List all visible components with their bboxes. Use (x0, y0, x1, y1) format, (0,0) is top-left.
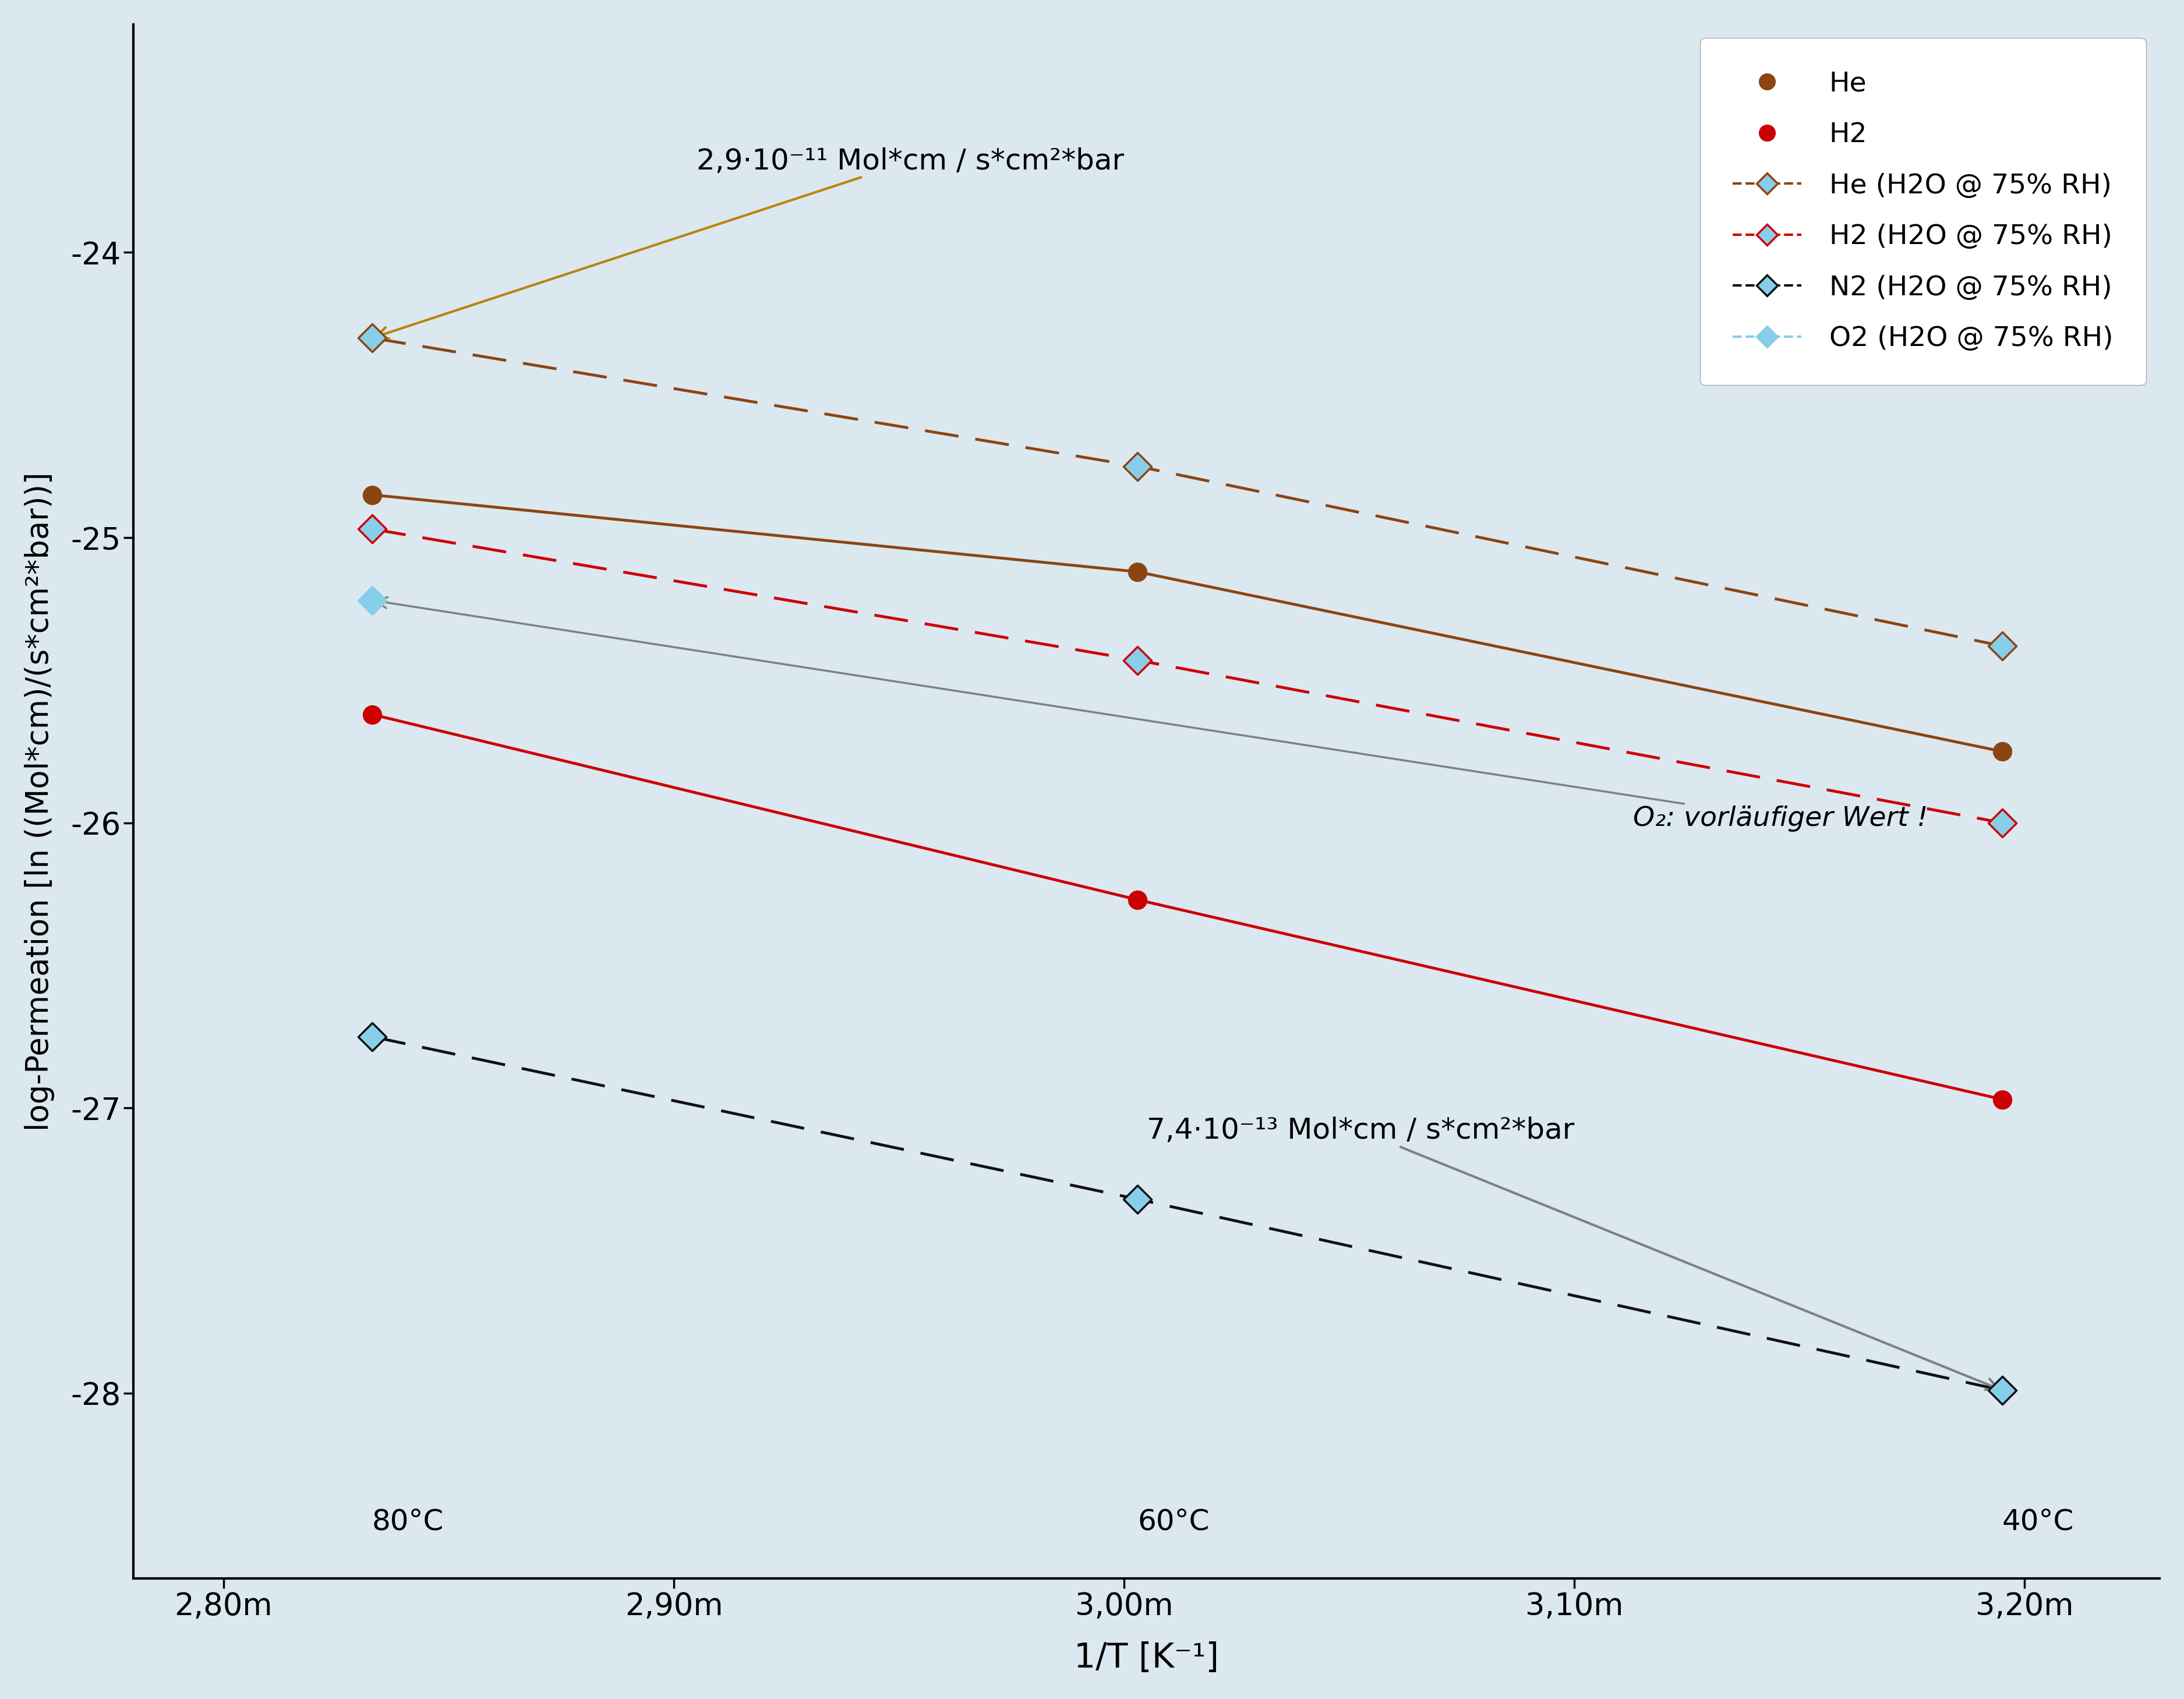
Text: 40°C: 40°C (2003, 1507, 2075, 1536)
Point (1120, 452, 1155, 479)
Text: 60°C: 60°C (1138, 1507, 1210, 1536)
Point (354, 1023, 389, 1050)
Point (1985, 632, 2020, 659)
Point (354, 325, 389, 352)
Point (1120, 647, 1155, 675)
Text: O₂: vorläufiger Wert !: O₂: vorläufiger Wert ! (376, 596, 1928, 833)
Text: 80°C: 80°C (371, 1507, 443, 1536)
Point (1985, 1376, 2020, 1403)
Point (354, 515, 389, 542)
Text: 2,9·10⁻¹¹ Mol*cm / s*cm²*bar: 2,9·10⁻¹¹ Mol*cm / s*cm²*bar (376, 148, 1125, 338)
Text: 7,4·10⁻¹³ Mol*cm / s*cm²*bar: 7,4·10⁻¹³ Mol*cm / s*cm²*bar (1147, 1116, 1998, 1390)
Y-axis label: log-Permeation [ln ((Mol*cm)/(s*cm²*bar))]: log-Permeation [ln ((Mol*cm)/(s*cm²*bar)… (24, 472, 55, 1132)
X-axis label: 1/T [K⁻¹]: 1/T [K⁻¹] (1075, 1641, 1219, 1675)
Point (1985, 809, 2020, 836)
Point (1120, 1186, 1155, 1213)
Point (354, 586, 389, 613)
Legend: He, H2, He (H2O @ 75% RH), H2 (H2O @ 75% RH), N2 (H2O @ 75% RH), O2 (H2O @ 75% R: He, H2, He (H2O @ 75% RH), H2 (H2O @ 75%… (1699, 37, 2147, 386)
